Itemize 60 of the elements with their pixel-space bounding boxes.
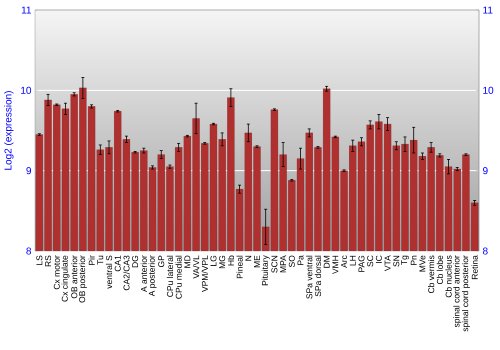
x-tick-label: LH: [350, 256, 356, 266]
x-tick-label: MD: [184, 256, 190, 268]
x-tick-label: OB anterior: [71, 255, 78, 298]
x-tick-label: Retina: [472, 255, 478, 280]
y-tick-label: 8: [26, 247, 32, 255]
x-tick-label: VMH: [332, 256, 338, 274]
x-tick-label: IC: [376, 256, 382, 263]
x-tick-label: Hb: [228, 256, 234, 266]
y-tick-label: 9: [26, 167, 32, 174]
y-tick-label: 11: [22, 6, 31, 14]
x-tick-label: SPa dorsal: [314, 256, 322, 296]
x-tick-label: Arc: [341, 255, 348, 268]
x-tick-label: Cx motor: [54, 255, 60, 290]
x-tick-label: MG: [219, 256, 226, 268]
x-tick-label: A posterior: [148, 255, 156, 296]
x-tick-label: Tu: [97, 256, 104, 265]
x-tick-label: DG: [132, 256, 138, 268]
x-tick-label: CA2/CA3: [123, 256, 130, 290]
x-tick-label: ME: [254, 256, 260, 268]
x-tick-label: OB posterior: [78, 255, 87, 303]
x-tick-label: MVe: [419, 256, 426, 272]
x-tick-label: SN: [393, 256, 400, 267]
x-tick-label: SPa ventral: [306, 256, 312, 299]
x-tick-label: RS: [45, 256, 52, 266]
x-tick-label: VPM/VPL: [202, 255, 208, 292]
y2-tick-label: 8: [482, 247, 488, 255]
x-tick-label: VTA: [384, 255, 391, 272]
x-tick-label: N: [245, 256, 252, 261]
x-tick-label: Cb nucleus: [445, 256, 452, 298]
x-tick-label: Tg: [401, 256, 409, 265]
x-tick-label: SO: [288, 256, 295, 268]
x-tick-label: ventral S: [106, 256, 112, 289]
x-tick-label: PAG: [358, 256, 364, 272]
y-tick-label: 10: [21, 86, 32, 94]
y2-tick-label: 9: [482, 167, 488, 174]
x-tick-label: DM: [324, 256, 330, 268]
x-tick-label: Cb vermis: [428, 256, 434, 294]
x-tick-label: MPA: [280, 255, 286, 272]
y2-tick-label: 10: [483, 86, 494, 94]
x-tick-label: VA/VL: [192, 255, 200, 279]
x-tick-label: Pa: [298, 255, 304, 265]
x-tick-label: Pir: [88, 255, 95, 265]
x-tick-label: Cx cingulate: [62, 256, 70, 302]
x-tick-label: spinal cord posterior: [462, 255, 470, 332]
x-tick-label: LS: [36, 256, 42, 265]
x-tick-label: CPu medial: [176, 256, 182, 299]
x-tick-label: GP: [158, 256, 164, 268]
x-tick-label: A anterior: [140, 255, 147, 292]
x-tick-label: CA1: [114, 256, 121, 272]
x-tick-label: CPu lateral: [166, 256, 174, 297]
x-tick-label: Cb lobe: [436, 256, 443, 284]
y-axis-title: Log2 (expression): [4, 91, 14, 170]
y2-tick-label: 11: [483, 6, 492, 14]
x-tick-label: Pineal: [236, 256, 243, 278]
x-tick-label: spinal cord anterior: [453, 255, 462, 328]
x-tick-label: Pn: [410, 256, 417, 265]
x-tick-label: LG: [210, 256, 216, 266]
x-tick-label: SC: [367, 256, 374, 267]
x-tick-label: SCN: [271, 256, 278, 273]
x-tick-label: Pituitary: [262, 255, 270, 286]
